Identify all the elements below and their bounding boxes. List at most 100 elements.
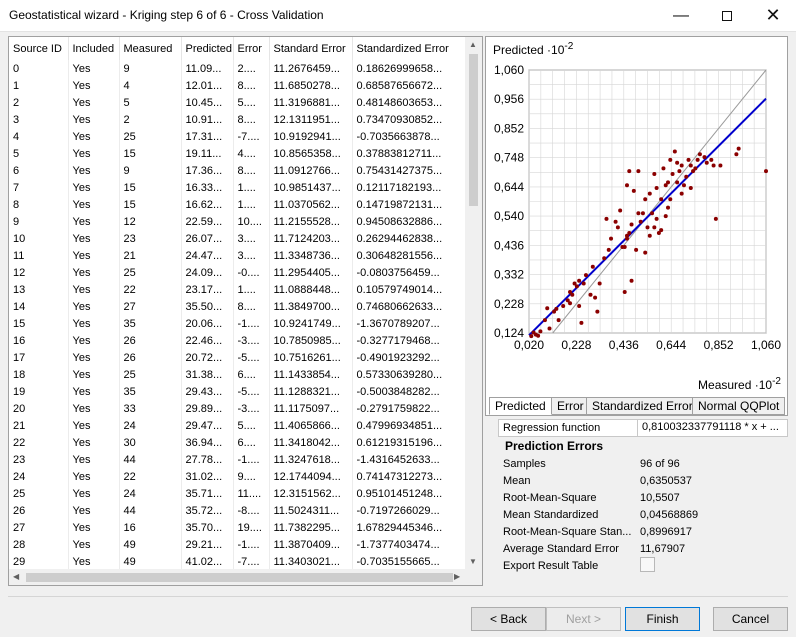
scroll-down-icon[interactable]: ▼: [469, 557, 477, 566]
stat-label: Root-Mean-Square Stan...: [503, 526, 632, 538]
maximize-icon[interactable]: [704, 0, 750, 31]
data-point: [652, 225, 657, 230]
table-row[interactable]: 15 Yes 35 20.06... -1.... 10.9241749... -1.367…: [9, 315, 466, 332]
data-point: [577, 278, 582, 283]
column-header[interactable]: Measured: [119, 37, 182, 60]
table-cell: 25: [119, 264, 182, 281]
table-row[interactable]: 8 Yes 15 16.62... 1.... 11.0370562... 0.147198…: [9, 196, 466, 213]
column-header[interactable]: ⌃ Source ID: [9, 37, 69, 60]
column-header[interactable]: Included: [68, 37, 120, 60]
table-cell: 0.10579749014...: [352, 281, 466, 298]
table-cell: 0.47996934851...: [352, 417, 466, 434]
table-row[interactable]: 14 Yes 27 35.50... 8.... 11.3849700... 0.74680…: [9, 298, 466, 315]
table-row[interactable]: 25 Yes 24 35.71... 11.... 12.3151562... 0.9510…: [9, 485, 466, 502]
table-cell: 35.72...: [181, 502, 234, 519]
data-point: [624, 233, 629, 238]
next-button[interactable]: Next >: [546, 607, 621, 631]
tab-error[interactable]: Error: [551, 397, 590, 415]
horizontal-scroll-thumb[interactable]: [26, 573, 453, 582]
table-row[interactable]: 28 Yes 49 29.21... -1.... 11.3870409... -1.737…: [9, 536, 466, 553]
regression-function-row[interactable]: Regression function 0,810032337791118 * …: [498, 419, 788, 437]
table-cell: 14: [9, 298, 69, 315]
minimize-icon[interactable]: —: [673, 6, 689, 24]
finish-button[interactable]: Finish: [625, 607, 700, 631]
stat-label: Average Standard Error: [503, 543, 619, 555]
table-cell: 35: [119, 315, 182, 332]
data-point: [666, 180, 671, 185]
data-point: [547, 326, 552, 331]
table-cell: 0.95101451248...: [352, 485, 466, 502]
table-row[interactable]: 12 Yes 25 24.09... -0.... 11.2954405... -0.080…: [9, 264, 466, 281]
table-row[interactable]: 7 Yes 15 16.33... 1.... 10.9851437... 0.121171…: [9, 179, 466, 196]
table-cell: Yes: [68, 553, 120, 570]
table-row[interactable]: 11 Yes 21 24.47... 3.... 11.3348736... 0.30648…: [9, 247, 466, 264]
regression-function-value[interactable]: 0,810032337791118 * x + ...: [637, 419, 789, 437]
data-point: [624, 183, 629, 188]
x-tick-label: 0,436: [609, 338, 639, 352]
table-cell: 20: [9, 400, 69, 417]
data-point: [568, 289, 573, 294]
horizontal-scrollbar[interactable]: ◀ ▶: [9, 569, 465, 585]
scroll-left-icon[interactable]: ◀: [13, 572, 20, 581]
table-row[interactable]: 23 Yes 44 27.78... -1.... 11.3247618... -1.431…: [9, 451, 466, 468]
scroll-right-icon[interactable]: ▶: [454, 572, 461, 581]
table-row[interactable]: 2 Yes 5 10.45... 5.... 11.3196881... 0.4814860…: [9, 94, 466, 111]
table-row[interactable]: 21 Yes 24 29.47... 5.... 11.4065866... 0.47996…: [9, 417, 466, 434]
column-header[interactable]: Standardized Error: [352, 37, 466, 60]
tab-predicted[interactable]: Predicted: [489, 397, 552, 415]
tab-normal-qqplot[interactable]: Normal QQPlot: [692, 397, 786, 415]
vertical-scrollbar[interactable]: ▲ ▼: [465, 37, 482, 569]
table-row[interactable]: 9 Yes 12 22.59... 10.... 11.2155528... 0.94508…: [9, 213, 466, 230]
data-point: [627, 169, 632, 174]
table-row[interactable]: 19 Yes 35 29.43... -5.... 11.1288321... -0.500…: [9, 383, 466, 400]
data-point: [618, 208, 623, 213]
table-cell: 19.11...: [181, 145, 234, 162]
table-row[interactable]: 20 Yes 33 29.89... -3.... 11.1175097... -0.279…: [9, 400, 466, 417]
table-cell: 8....: [233, 298, 270, 315]
data-point: [615, 225, 620, 230]
table-row[interactable]: 22 Yes 30 36.94... 6.... 11.3418042... 0.61219…: [9, 434, 466, 451]
table-row[interactable]: 0 Yes 9 11.09... 2.... 11.2676459... 0.1862699…: [9, 60, 466, 77]
data-point: [634, 247, 639, 252]
stat-value: 11,67907: [640, 543, 686, 555]
table-row[interactable]: 4 Yes 25 17.31... -7.... 10.9192941... -0.7035…: [9, 128, 466, 145]
table-cell: 15: [119, 145, 182, 162]
data-point: [704, 160, 709, 165]
column-header[interactable]: Error: [233, 37, 270, 60]
column-header[interactable]: Standard Error: [269, 37, 353, 60]
close-icon[interactable]: ✕: [765, 5, 781, 25]
table-row[interactable]: 18 Yes 25 31.38... 6.... 11.1433854... 0.57330…: [9, 366, 466, 383]
table-row[interactable]: 24 Yes 22 31.02... 9.... 12.1744094... 0.74147…: [9, 468, 466, 485]
vertical-scroll-thumb[interactable]: [469, 54, 478, 206]
table-cell: Yes: [68, 128, 120, 145]
table-row[interactable]: 10 Yes 23 26.07... 3.... 11.7124203... 0.26294…: [9, 230, 466, 247]
table-cell: 11.2954405...: [269, 264, 353, 281]
stat-value: 0,6350537: [640, 475, 692, 487]
table-cell: Yes: [68, 349, 120, 366]
table-row[interactable]: 16 Yes 26 22.46... -3.... 10.7850985... -0.327…: [9, 332, 466, 349]
table-row[interactable]: 6 Yes 9 17.36... 8.... 11.0912766... 0.7543142…: [9, 162, 466, 179]
tab-standardized-error[interactable]: Standardized Error: [586, 397, 699, 415]
table-cell: 11.0912766...: [269, 162, 353, 179]
table-cell: 12: [9, 264, 69, 281]
table-row[interactable]: 1 Yes 4 12.01... 8.... 11.6850278... 0.6858765…: [9, 77, 466, 94]
column-header[interactable]: Predicted: [181, 37, 234, 60]
scroll-up-icon[interactable]: ▲: [469, 40, 477, 49]
table-row[interactable]: 5 Yes 15 19.11... 4.... 10.8565358... 0.378838…: [9, 145, 466, 162]
y-tick-label: 0,852: [494, 121, 524, 135]
back-button[interactable]: < Back: [471, 607, 546, 631]
table-row[interactable]: 17 Yes 26 20.72... -5.... 10.7516261... -0.490…: [9, 349, 466, 366]
table-row[interactable]: 26 Yes 44 35.72... -8.... 11.5024311... -0.719…: [9, 502, 466, 519]
table-cell: -5....: [233, 383, 270, 400]
table-cell: 35.71...: [181, 485, 234, 502]
table-cell: 12: [119, 213, 182, 230]
table-row[interactable]: 29 Yes 49 41.02... -7.... 11.3403021... -0.703…: [9, 553, 466, 570]
export-table-icon[interactable]: [640, 557, 655, 572]
table-row[interactable]: 13 Yes 22 23.17... 1.... 11.0888448... 0.10579…: [9, 281, 466, 298]
data-point: [734, 152, 739, 157]
stat-value: 0,04568869: [640, 509, 699, 521]
table-cell: 24: [119, 485, 182, 502]
table-row[interactable]: 3 Yes 2 10.91... 8.... 12.1311951... 0.7347093…: [9, 111, 466, 128]
table-row[interactable]: 27 Yes 16 35.70... 19.... 11.7382295... 1.6782…: [9, 519, 466, 536]
cancel-button[interactable]: Cancel: [713, 607, 788, 631]
